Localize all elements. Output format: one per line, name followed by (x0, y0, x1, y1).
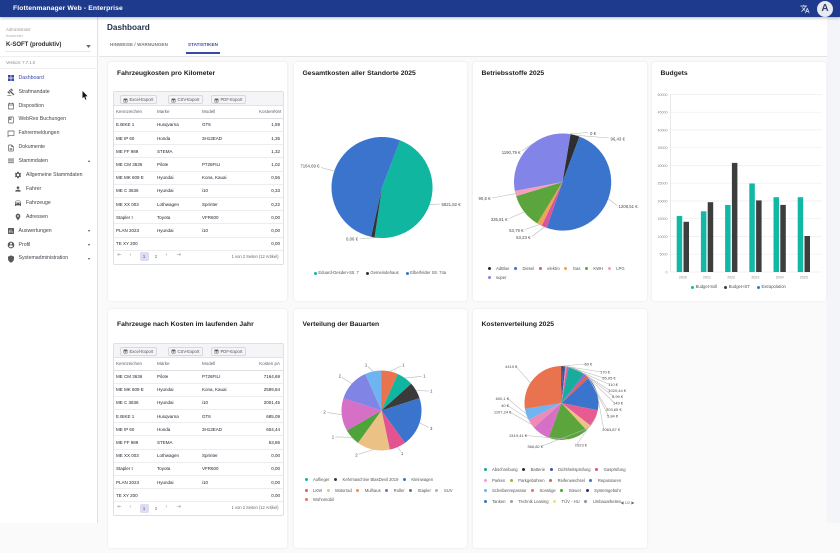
svg-text:600,1 €: 600,1 € (495, 396, 509, 401)
svg-text:2: 2 (355, 452, 358, 457)
svg-text:2025: 2025 (799, 276, 807, 280)
svg-text:7164,69 €: 7164,69 € (300, 164, 320, 169)
svg-text:2063,87 €: 2063,87 € (602, 427, 621, 432)
svg-text:1190,79 €: 1190,79 € (501, 150, 520, 155)
svg-text:3: 3 (430, 426, 433, 431)
svg-text:5821,82 €: 5821,82 € (441, 202, 461, 207)
svg-text:1020,44 €: 1020,44 € (608, 388, 627, 393)
svg-text:0: 0 (665, 270, 667, 274)
svg-text:53,79 €: 53,79 € (509, 228, 524, 233)
svg-text:1208,51 €: 1208,51 € (618, 204, 638, 209)
svg-text:1023 €: 1023 € (574, 443, 587, 448)
svg-text:53,23 €: 53,23 € (516, 235, 531, 240)
svg-text:203,65 €: 203,65 € (606, 407, 622, 412)
svg-text:10000: 10000 (657, 235, 667, 239)
svg-text:25000: 25000 (657, 182, 667, 186)
svg-text:366,82 €: 366,82 € (527, 444, 543, 449)
svg-text:170 €: 170 € (600, 370, 611, 375)
svg-text:2023: 2023 (751, 276, 759, 280)
svg-text:5,84 €: 5,84 € (607, 413, 619, 418)
svg-text:2419,41 €: 2419,41 € (509, 433, 528, 438)
svg-text:4410 €: 4410 € (505, 364, 518, 369)
svg-text:1: 1 (402, 362, 405, 367)
svg-text:8,99 €: 8,99 € (612, 394, 624, 399)
svg-text:30000: 30000 (657, 164, 667, 168)
svg-text:96,43 €: 96,43 € (610, 137, 625, 142)
svg-text:2: 2 (323, 410, 326, 415)
svg-text:1: 1 (364, 362, 367, 367)
svg-text:1: 1 (423, 374, 426, 379)
svg-text:45000: 45000 (657, 111, 667, 115)
svg-text:335,81 €: 335,81 € (490, 217, 507, 222)
svg-text:1: 1 (430, 389, 433, 394)
svg-text:50000: 50000 (657, 93, 667, 97)
svg-text:40000: 40000 (657, 128, 667, 132)
svg-text:2024: 2024 (775, 276, 783, 280)
svg-text:35000: 35000 (657, 146, 667, 150)
svg-text:20000: 20000 (657, 199, 667, 203)
svg-text:2022: 2022 (727, 276, 735, 280)
svg-text:1107,24 €: 1107,24 € (493, 410, 511, 415)
svg-text:5000: 5000 (659, 253, 667, 257)
svg-text:149 €: 149 € (613, 401, 624, 406)
svg-text:15000: 15000 (657, 217, 667, 221)
svg-text:2021: 2021 (703, 276, 711, 280)
svg-text:2: 2 (338, 374, 341, 379)
svg-text:110 €: 110 € (608, 382, 618, 387)
svg-text:60 €: 60 € (584, 362, 593, 367)
svg-text:2020: 2020 (678, 276, 686, 280)
svg-text:0 €: 0 € (590, 131, 597, 136)
svg-text:1: 1 (331, 434, 334, 439)
svg-text:40 €: 40 € (501, 403, 510, 408)
svg-text:95,05 €: 95,05 € (602, 376, 616, 381)
svg-text:90,5 €: 90,5 € (478, 196, 491, 201)
svg-text:1: 1 (400, 451, 403, 456)
svg-text:0,06 €: 0,06 € (346, 237, 359, 242)
